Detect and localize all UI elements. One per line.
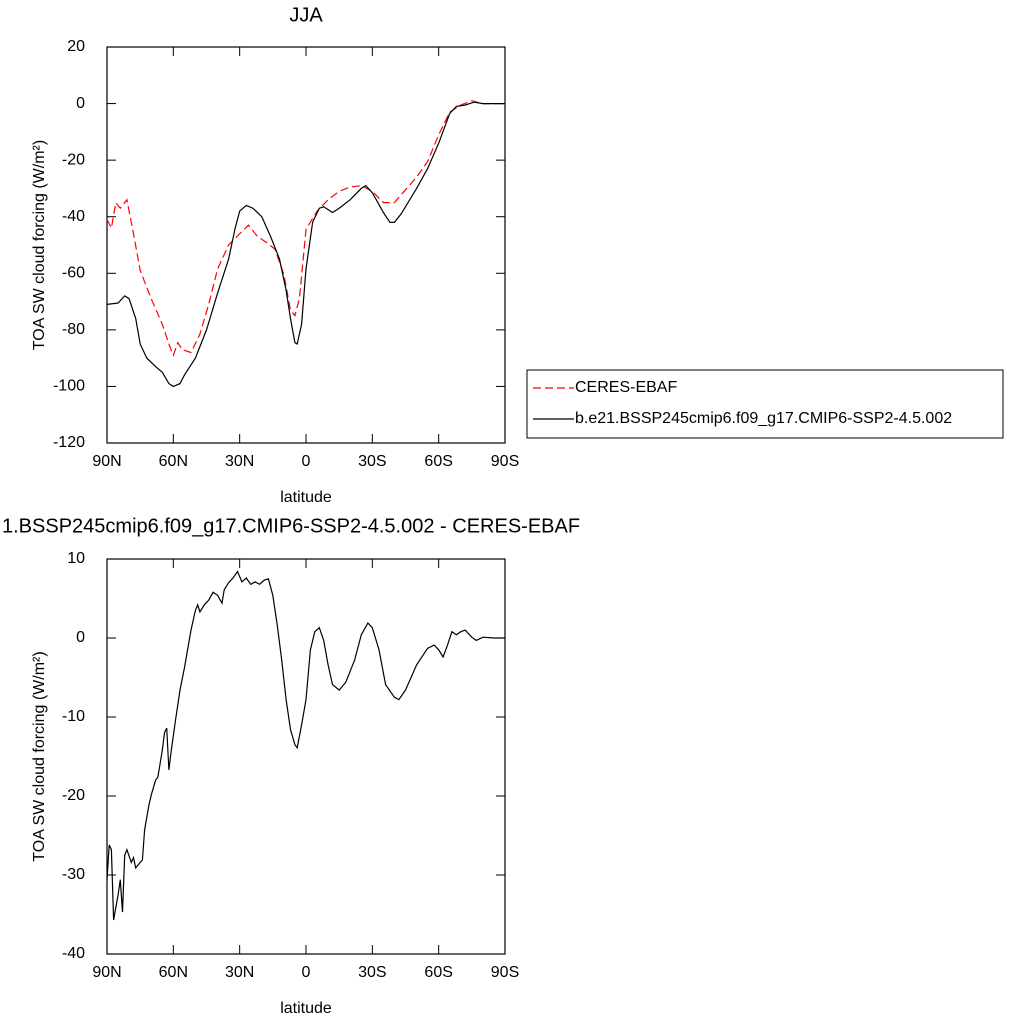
legend-label: CERES-EBAF (575, 379, 677, 396)
x-tick-label: 30S (358, 964, 386, 981)
x-tick-label: 60N (159, 964, 188, 981)
y-tick-label: -10 (62, 708, 85, 725)
y-tick-label: 10 (67, 550, 85, 567)
legend-box (526, 369, 1004, 439)
y-axis-label: TOA SW cloud forcing (W/m²) (31, 140, 48, 350)
x-tick-label: 90N (92, 453, 121, 470)
chart-title: 1.BSSP245cmip6.f09_g17.CMIP6-SSP2-4.5.00… (2, 515, 580, 537)
y-tick-label: -40 (62, 208, 85, 225)
x-tick-label: 60S (424, 453, 452, 470)
y-tick-label: -30 (62, 866, 85, 883)
y-tick-label: 0 (76, 629, 85, 646)
legend-label: b.e21.BSSP245cmip6.f09_g17.CMIP6-SSP2-4.… (575, 410, 952, 427)
chart-title: JJA (289, 4, 323, 26)
x-tick-label: 30S (358, 453, 386, 470)
y-tick-label: 20 (67, 38, 85, 55)
x-tick-label: 0 (302, 453, 311, 470)
x-tick-label: 0 (302, 964, 311, 981)
plot-frame (106, 46, 506, 444)
plot-frame (106, 558, 506, 955)
x-tick-label: 60N (159, 453, 188, 470)
x-axis-label: latitude (280, 489, 332, 506)
y-tick-label: -40 (62, 945, 85, 962)
y-axis-label: TOA SW cloud forcing (W/m²) (31, 651, 48, 861)
x-tick-label: 30N (225, 964, 254, 981)
y-tick-label: -20 (62, 787, 85, 804)
x-tick-label: 30N (225, 453, 254, 470)
y-tick-label: -20 (62, 151, 85, 168)
y-tick-label: 0 (76, 95, 85, 112)
data-line (106, 570, 505, 921)
x-tick-label: 90S (491, 453, 519, 470)
x-tick-label: 90S (491, 964, 519, 981)
x-tick-label: 90N (92, 964, 121, 981)
y-tick-label: -80 (62, 321, 85, 338)
y-tick-label: -60 (62, 265, 85, 282)
data-line (106, 101, 505, 388)
data-line (106, 100, 505, 358)
x-axis-label: latitude (280, 1000, 332, 1017)
y-tick-label: -120 (53, 434, 85, 451)
y-tick-label: -100 (53, 378, 85, 395)
x-tick-label: 60S (424, 964, 452, 981)
